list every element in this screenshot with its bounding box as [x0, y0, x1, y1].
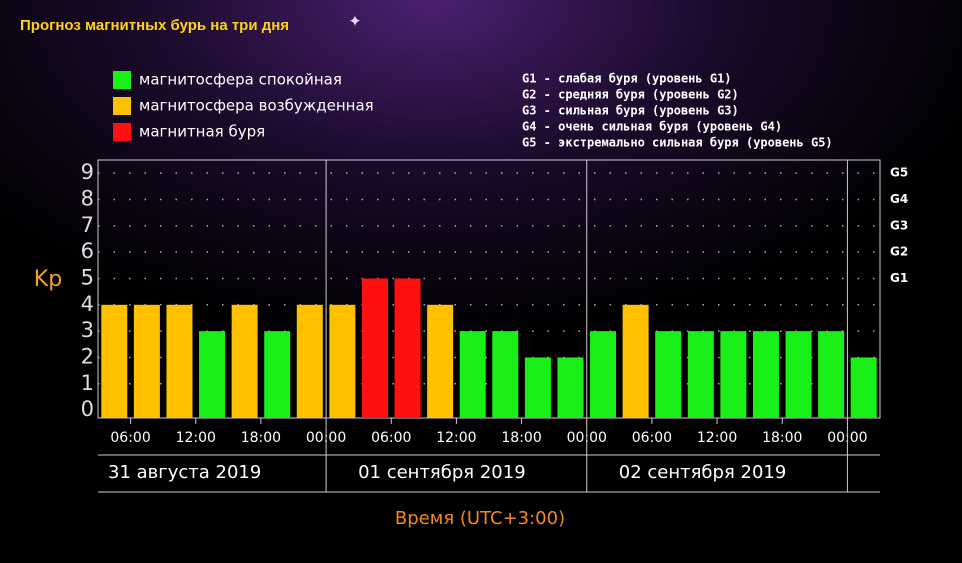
- bar: [459, 331, 486, 418]
- y-tick-label: 1: [81, 371, 94, 395]
- x-tick-label: 06:00: [632, 430, 672, 446]
- storm-level-note: G3 - сильная буря (уровень G3): [522, 104, 739, 118]
- y2-tick-label: G2: [890, 245, 908, 259]
- bar: [264, 331, 291, 418]
- storm-level-note: G4 - очень сильная буря (уровень G4): [522, 120, 782, 134]
- y-tick-label: 7: [81, 213, 94, 237]
- bar: [720, 331, 747, 418]
- y2-tick-label: G5: [890, 166, 908, 180]
- bar: [752, 331, 779, 418]
- y2-tick-label: G3: [890, 218, 908, 232]
- bar: [557, 357, 584, 418]
- bar: [655, 331, 682, 418]
- bar: [133, 304, 160, 418]
- bar: [818, 331, 845, 418]
- legend-label: магнитосфера возбужденная: [139, 97, 374, 115]
- y2-tick-label: G4: [890, 192, 908, 206]
- y-tick-label: 2: [81, 344, 94, 368]
- x-tick-label: 12:00: [176, 430, 216, 446]
- y-tick-label: 4: [81, 292, 94, 316]
- y-tick-label: 9: [81, 160, 94, 184]
- day-label: 01 сентября 2019: [358, 462, 526, 483]
- legend-label: магнитосфера спокойная: [139, 71, 342, 89]
- chart-title: Прогноз магнитных бурь на три дня: [20, 17, 289, 34]
- y-tick-label: 3: [81, 318, 94, 342]
- y-tick-label: 5: [81, 265, 94, 289]
- x-tick-label: 12:00: [697, 430, 737, 446]
- day-label: 31 августа 2019: [108, 462, 261, 483]
- y-axis-label: Kp: [34, 267, 62, 292]
- bar: [427, 304, 454, 418]
- bar: [785, 331, 812, 418]
- bar: [329, 304, 356, 418]
- x-tick-label: 06:00: [110, 430, 150, 446]
- bar: [101, 304, 128, 418]
- y-tick-label: 8: [81, 186, 94, 210]
- bar: [687, 331, 714, 418]
- bar: [622, 304, 649, 418]
- bar: [296, 304, 323, 418]
- storm-level-note: G5 - экстремально сильная буря (уровень …: [522, 136, 833, 150]
- x-axis-label: Время (UTC+3:00): [395, 508, 565, 529]
- y2-tick-label: G1: [890, 271, 908, 285]
- star-decoration: ✦: [348, 12, 361, 31]
- x-tick-label: 18:00: [762, 430, 802, 446]
- bar: [166, 304, 193, 418]
- bar: [590, 331, 617, 418]
- plot-frame: [97, 159, 881, 419]
- x-tick-label: 18:00: [241, 430, 281, 446]
- legend-swatch: [113, 123, 131, 141]
- x-tick-label: 06:00: [371, 430, 411, 446]
- bar: [394, 278, 421, 418]
- bar: [361, 278, 388, 418]
- y-tick-label: 6: [81, 239, 94, 263]
- bar: [850, 357, 877, 418]
- bar: [524, 357, 551, 418]
- y-tick-label: 0: [81, 397, 94, 421]
- legend-swatch: [113, 71, 131, 89]
- x-tick-label: 12:00: [436, 430, 476, 446]
- storm-level-note: G1 - слабая буря (уровень G1): [522, 72, 732, 86]
- bar: [231, 304, 258, 418]
- day-label: 02 сентября 2019: [619, 462, 787, 483]
- legend-swatch: [113, 97, 131, 115]
- bar: [199, 331, 226, 418]
- bar: [492, 331, 519, 418]
- legend-label: магнитная буря: [139, 123, 265, 141]
- x-tick-label: 18:00: [501, 430, 541, 446]
- storm-level-note: G2 - средняя буря (уровень G2): [522, 88, 739, 102]
